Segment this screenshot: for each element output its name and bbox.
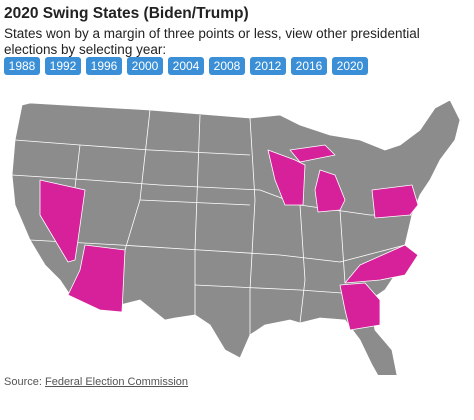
state [339,282,381,331]
year-button[interactable]: 2004 [168,57,204,75]
source-link[interactable]: Federal Election Commission [44,376,189,388]
swing-states [39,144,419,331]
year-buttons: 1988 1992 1996 2000 2004 2008 2012 2016 2020 [4,57,368,75]
year-button[interactable]: 2020 [332,57,368,75]
state [289,144,336,163]
state-borders [11,109,412,335]
year-button[interactable]: 2008 [209,57,245,75]
subtitle: States won by a margin of three points o… [4,26,420,57]
state [344,244,419,284]
source-label: Source: [4,376,42,388]
year-button[interactable]: 2000 [127,57,163,75]
us-outline [11,99,461,375]
year-button[interactable]: 2012 [250,57,286,75]
year-button[interactable]: 1996 [86,57,122,75]
state [371,184,419,219]
state [39,179,86,263]
title: 2020 Swing States (Biden/Trump) [4,5,249,22]
source: Source: Federal Election Commission [4,376,188,388]
year-button[interactable]: 2016 [291,57,327,75]
state [67,244,126,313]
state [267,149,306,206]
year-button[interactable]: 1988 [4,57,40,75]
state [314,169,346,213]
year-button[interactable]: 1992 [45,57,81,75]
us-map [11,99,461,375]
